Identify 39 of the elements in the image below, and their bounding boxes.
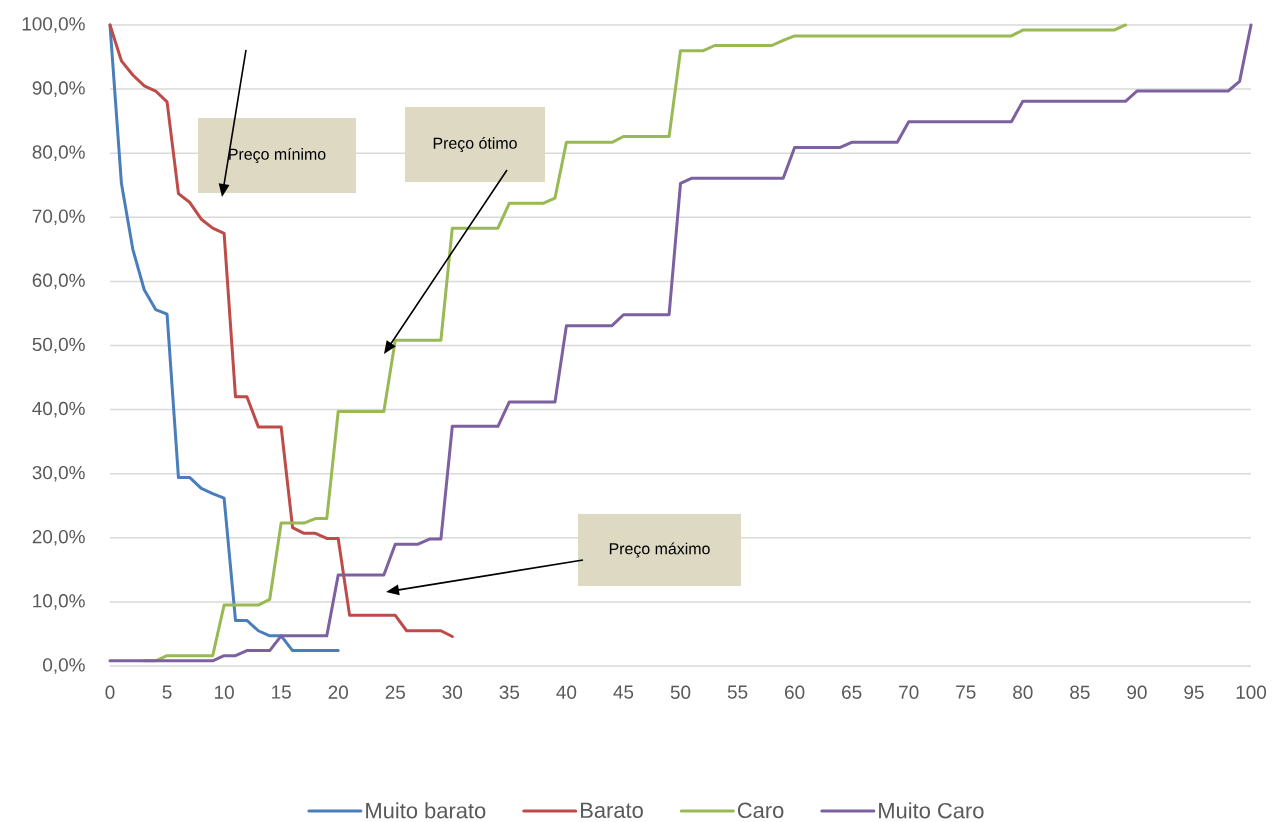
x-tick-label: 90 xyxy=(1127,685,1147,699)
x-tick-label: 25 xyxy=(385,685,405,699)
legend-label: Muito barato xyxy=(366,802,486,819)
annotation: Preço ótimo xyxy=(433,136,517,153)
y-tick-label: 10,0% xyxy=(33,594,85,610)
y-tick-label: 40,0% xyxy=(32,401,85,418)
legend-label: Barato xyxy=(581,802,643,819)
x-tick-label: 70 xyxy=(899,685,919,699)
x-tick-label: 10 xyxy=(215,685,234,699)
y-tick-label: 30,0% xyxy=(32,465,85,482)
x-tick-label: 5 xyxy=(162,685,172,699)
x-tick-label: 30 xyxy=(442,685,463,699)
x-tick-label: 60 xyxy=(785,685,805,699)
x-tick-label: 85 xyxy=(1070,685,1090,699)
x-tick-label: 80 xyxy=(1013,685,1033,699)
x-tick-label: 95 xyxy=(1184,685,1204,699)
x-tick-label: 35 xyxy=(499,685,520,699)
annotation: Preço mínimo xyxy=(229,147,326,164)
y-tick-label: 80,0% xyxy=(32,145,85,162)
y-tick-label: 20,0% xyxy=(32,529,85,546)
x-tick-label: 65 xyxy=(842,685,862,699)
y-tick-label: 0,0% xyxy=(43,658,85,674)
y-tick-label: 100,0% xyxy=(22,17,85,33)
x-tick-label: 15 xyxy=(272,685,291,699)
x-tick-label: 40 xyxy=(556,685,577,699)
x-tick-label: 20 xyxy=(328,685,348,699)
y-tick-label: 60,0% xyxy=(32,273,85,290)
y-tick-label: 50,0% xyxy=(32,337,85,354)
y-tick-label: 90,0% xyxy=(32,81,85,97)
x-tick-label: 75 xyxy=(956,685,976,699)
x-tick-label: 0 xyxy=(105,685,115,699)
x-tick-label: 50 xyxy=(670,685,691,699)
annotation: Preço máximo xyxy=(609,542,710,558)
x-tick-label: 45 xyxy=(613,685,634,699)
x-tick-label: 55 xyxy=(727,685,748,699)
legend-label: Muito Caro xyxy=(879,802,984,819)
legend-label: Caro xyxy=(737,802,784,819)
x-tick-label: 100 xyxy=(1236,685,1267,699)
y-tick-label: 70,0% xyxy=(32,209,85,226)
